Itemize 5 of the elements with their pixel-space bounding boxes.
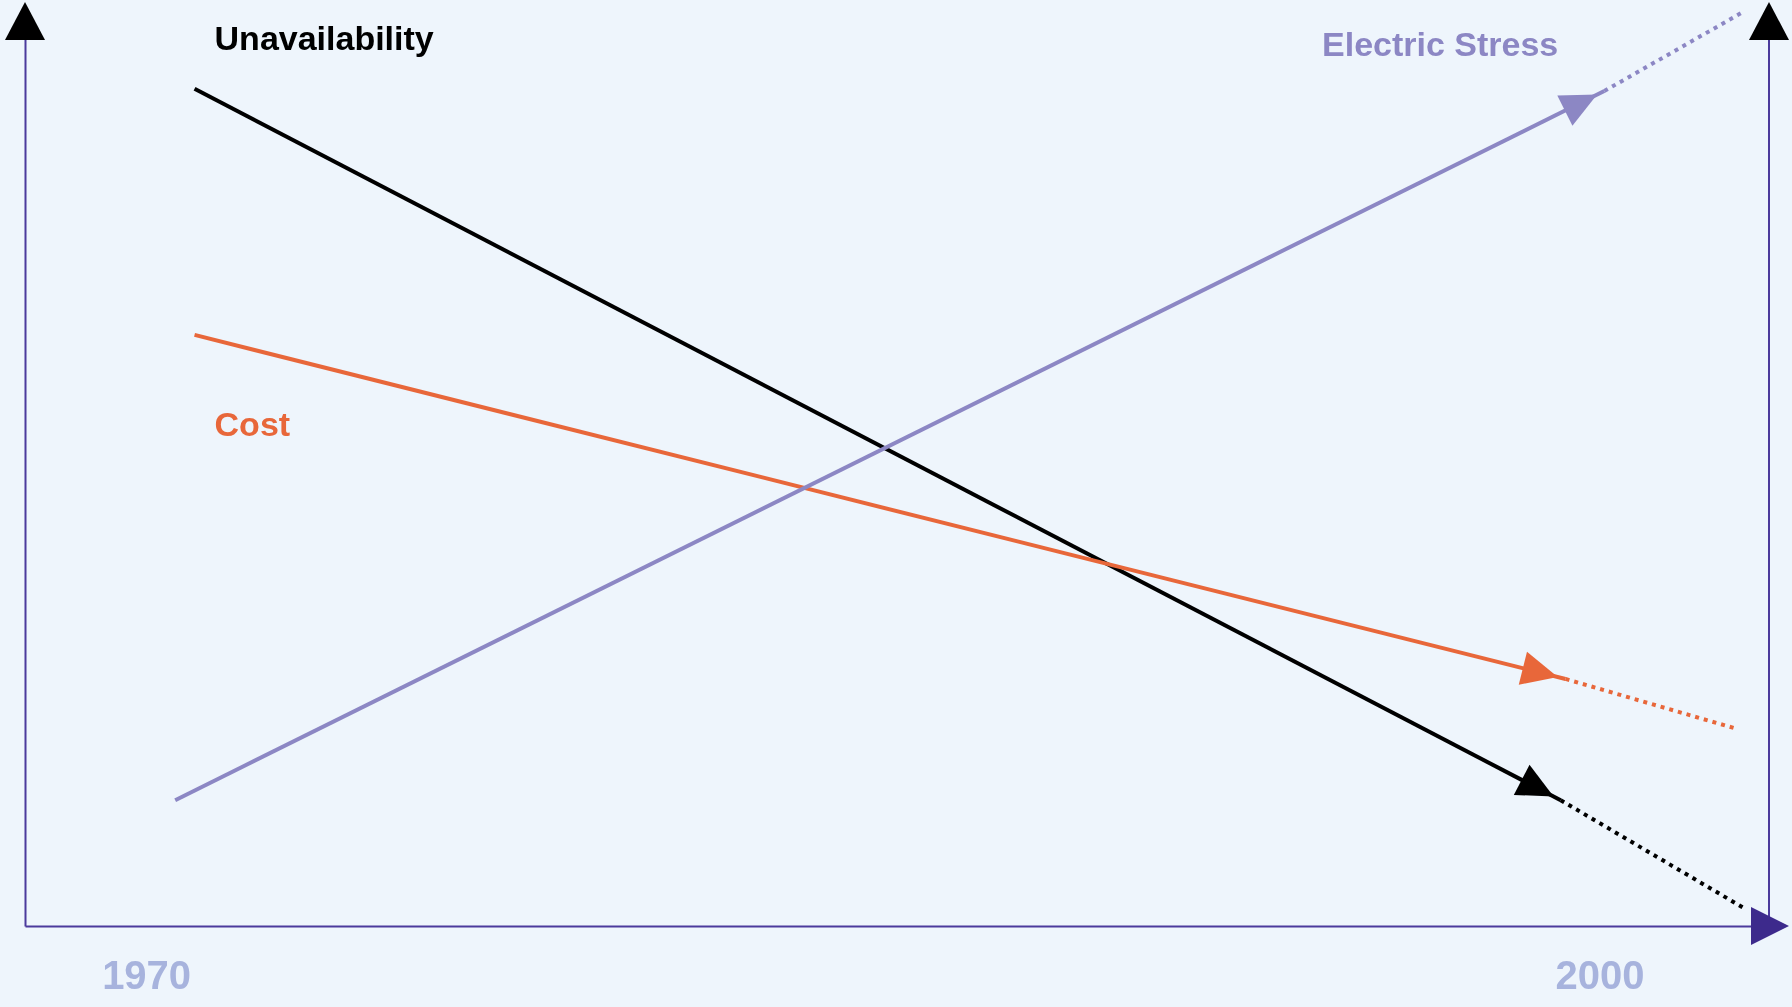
series-label: Electric Stress [1322, 25, 1559, 64]
x-tick-label: 2000 [1555, 952, 1645, 997]
series-label: Unavailability [214, 18, 434, 57]
series-label: Cost [214, 404, 291, 443]
x-tick-label: 1970 [102, 952, 192, 997]
